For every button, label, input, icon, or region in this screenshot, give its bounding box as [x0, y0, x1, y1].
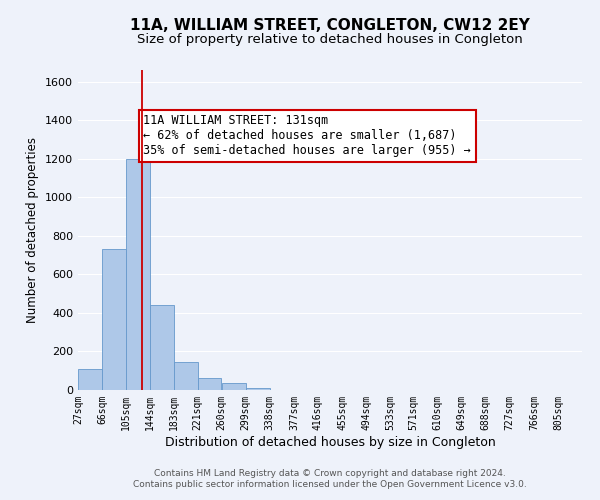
Bar — [246, 388, 269, 390]
X-axis label: Distribution of detached houses by size in Congleton: Distribution of detached houses by size … — [164, 436, 496, 448]
Bar — [175, 362, 198, 390]
Text: Contains public sector information licensed under the Open Government Licence v3: Contains public sector information licen… — [133, 480, 527, 489]
Bar — [198, 378, 221, 390]
Bar — [103, 250, 126, 390]
Text: Contains HM Land Registry data © Crown copyright and database right 2024.: Contains HM Land Registry data © Crown c… — [154, 468, 506, 477]
Text: Size of property relative to detached houses in Congleton: Size of property relative to detached ho… — [137, 32, 523, 46]
Bar — [78, 369, 102, 390]
Bar — [222, 384, 245, 390]
Bar — [127, 158, 150, 390]
Text: 11A WILLIAM STREET: 131sqm
← 62% of detached houses are smaller (1,687)
35% of s: 11A WILLIAM STREET: 131sqm ← 62% of deta… — [143, 114, 471, 158]
Bar — [151, 305, 174, 390]
Y-axis label: Number of detached properties: Number of detached properties — [26, 137, 40, 323]
Text: 11A, WILLIAM STREET, CONGLETON, CW12 2EY: 11A, WILLIAM STREET, CONGLETON, CW12 2EY — [130, 18, 530, 32]
